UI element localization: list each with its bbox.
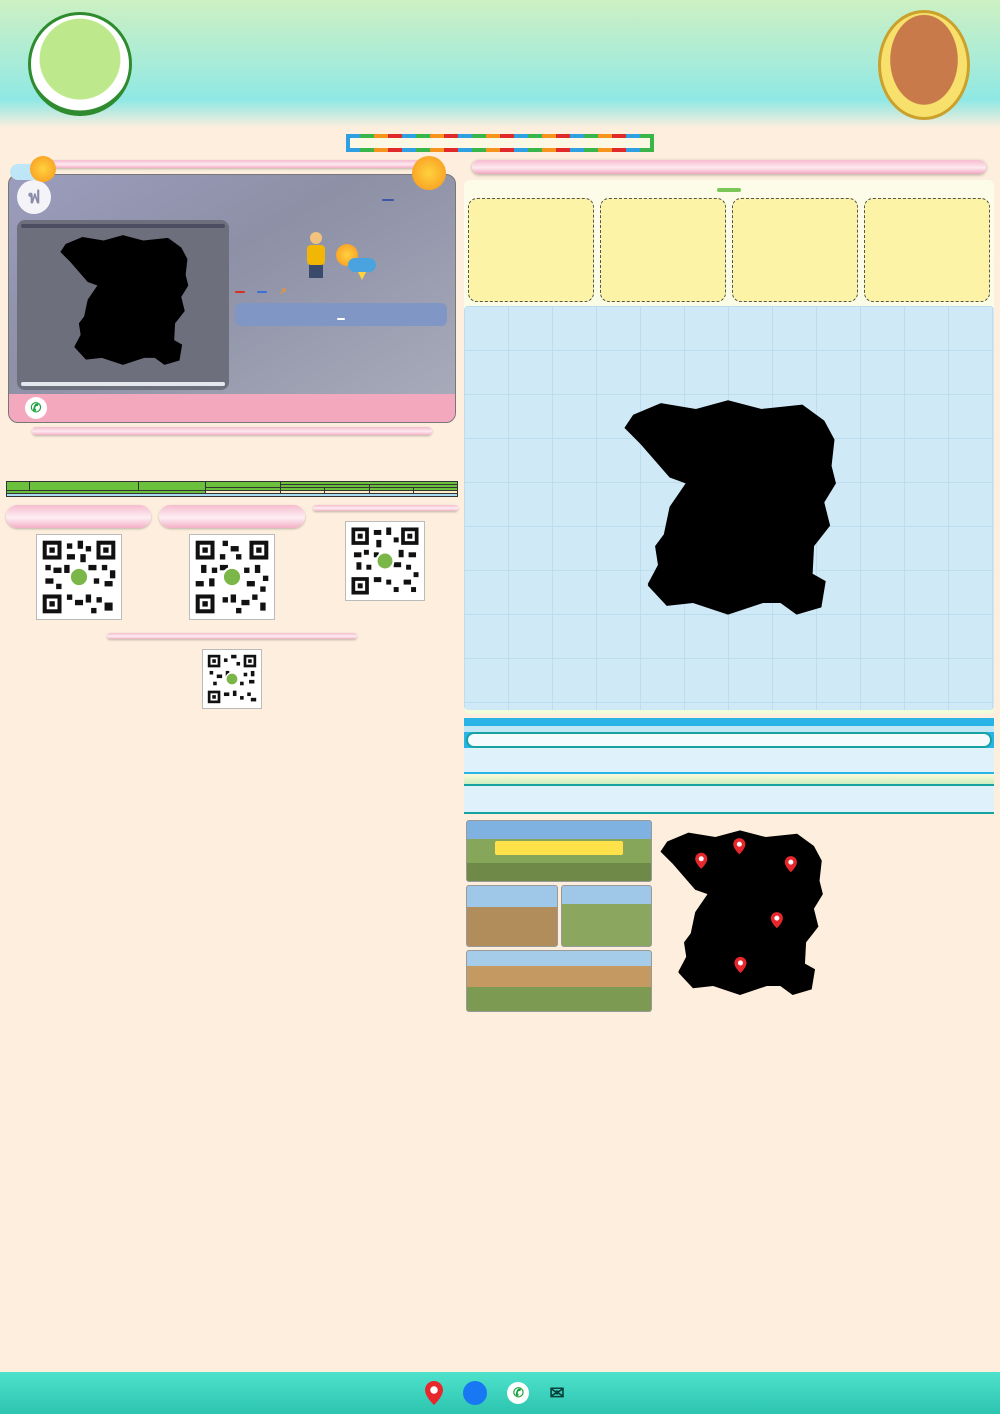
right-column: [464, 156, 994, 1016]
footer: ✆ ✉: [0, 1372, 1000, 1414]
livestock-summary: [464, 784, 994, 815]
link-farmer-registry: [159, 505, 305, 624]
crops-damage-section: [464, 180, 994, 714]
location-icon: [425, 1381, 444, 1405]
aid-photos: [466, 820, 652, 1015]
section2-header: [32, 427, 432, 435]
weather-symbols-strip: [235, 303, 447, 327]
card-affected-area: [468, 198, 594, 302]
card-rice: [600, 198, 726, 302]
sun-icon: [30, 156, 56, 182]
card-field-crops: [732, 198, 858, 302]
fisheries-subtitle: [464, 726, 994, 732]
photo-field: [560, 885, 652, 948]
link4-title[interactable]: [6, 505, 152, 528]
col-no: [6, 481, 30, 492]
min-temperature-map-panel: [17, 220, 229, 390]
col-reservoir: [29, 481, 139, 492]
qr-animal-evacuation: [345, 521, 426, 602]
district-damage-map: [464, 306, 994, 710]
crops-summary-cards: [464, 192, 994, 304]
min-temp-map-title: [21, 224, 225, 228]
max-temp-label: [235, 290, 245, 293]
livestock-title: [464, 774, 994, 784]
water-summary-paragraph: [8, 441, 456, 477]
district-callouts: [464, 306, 994, 710]
phone-icon: ✆: [507, 1382, 530, 1404]
section1-header: [10, 156, 446, 190]
surin-temperature-map: [38, 229, 208, 379]
tmd-center-box: [306, 306, 376, 323]
table-source-row: [6, 493, 458, 498]
link5-title[interactable]: [159, 505, 305, 528]
broadcast-time: [382, 199, 394, 201]
weather-forecast-card: ฟ: [8, 174, 456, 423]
link6-title[interactable]: [312, 505, 458, 512]
person-icon: [306, 232, 326, 278]
qr-farmer-registry: [188, 533, 275, 620]
livestock-content: [464, 814, 994, 1015]
thunderstorm-icon: [336, 244, 376, 280]
card-fruit-trees: [864, 198, 990, 302]
left-column: ฟ: [6, 156, 459, 716]
fisheries-district-boxes: [464, 748, 994, 772]
link-weather-forecast: [6, 505, 152, 624]
aid-points-map: [656, 820, 824, 1015]
sun-icon: [412, 156, 446, 190]
surin-province-seal: [878, 10, 970, 120]
reservoir-table: [6, 481, 459, 498]
col-district: [138, 481, 206, 492]
fisheries-summary: [466, 732, 992, 748]
aid-points-column: [828, 820, 992, 1015]
report-date-banner: [346, 134, 654, 152]
fisheries-damage-section: [464, 718, 994, 774]
qr-weather-forecast: [35, 533, 122, 620]
section3-title: [472, 160, 986, 174]
min-temp-label: [257, 290, 267, 293]
ministry-logo: [28, 12, 132, 116]
photo-hay-delivery: [466, 950, 652, 1013]
mail-icon: ✉: [549, 1382, 565, 1403]
tmd-wordmark: [337, 317, 345, 320]
temperature-legend: [21, 382, 225, 386]
photo-banner: [494, 841, 624, 856]
photo-truck: [466, 885, 558, 948]
page-title: [0, 0, 1000, 14]
link-animal-evacuation: [312, 505, 458, 606]
photo-hay-truck-banner: [466, 820, 652, 883]
wind-direction-arrow: ↗: [279, 286, 287, 296]
crops-asof: [717, 188, 741, 192]
phone-icon: ✆: [25, 397, 47, 419]
crops-title: [464, 180, 994, 184]
qr-announcement: [202, 648, 262, 709]
facebook-icon[interactable]: [463, 1381, 488, 1405]
tmd-logo: ฟ: [17, 180, 51, 214]
header: [0, 0, 1000, 128]
section7-title[interactable]: [107, 632, 357, 639]
